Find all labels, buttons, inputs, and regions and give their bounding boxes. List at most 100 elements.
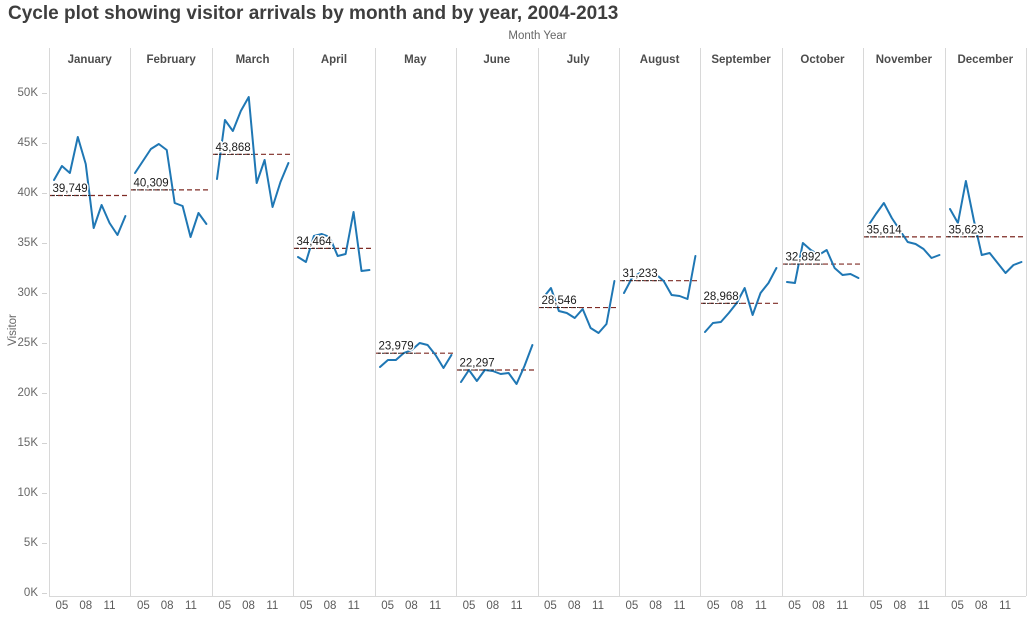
panel-divider [781,48,783,596]
panel-divider [618,48,620,596]
x-tick-label: 08 [649,600,663,612]
average-label[interactable]: 23,979 [377,339,415,354]
y-tick-mark [42,243,47,244]
visitor-line-december[interactable] [948,180,1022,274]
month-header-december[interactable]: December [957,54,1014,66]
y-tick-label: 40K [17,187,38,199]
x-tick-label: 08 [160,600,174,612]
x-tick-label: 05 [136,600,150,612]
month-header-april[interactable]: April [320,54,348,66]
x-tick-label: 05 [544,600,557,612]
month-year-axis-label: Month Year [508,30,567,42]
average-label[interactable]: 34,464 [295,234,334,249]
y-tick-label: 5K [23,537,38,549]
y-tick-label: 45K [17,137,38,149]
month-header-july[interactable]: July [566,54,590,66]
y-tick-mark [42,343,47,344]
panel-march: 43,868 [212,96,293,208]
month-header-november[interactable]: November [875,54,932,66]
panel-divider [537,48,539,596]
y-tick-mark [42,443,47,444]
y-axis-title: Visitor [7,314,19,346]
month-header-september[interactable]: September [711,54,771,66]
visitor-line-august[interactable] [622,255,697,300]
month-header-february[interactable]: February [146,54,196,66]
panel-february: 40,309 [131,143,211,238]
x-tick-label: 05 [869,600,883,612]
x-tick-label: 08 [486,600,500,612]
y-tick-label: 35K [17,237,38,249]
month-header-january[interactable]: January [67,54,112,66]
average-label[interactable]: 43,868 [214,140,252,155]
x-tick-label: 08 [323,600,337,612]
visitor-line-march[interactable] [215,96,290,208]
x-tick-label: 11 [836,600,849,612]
y-tick-mark [42,593,47,594]
panel-august: 31,233 [619,255,700,300]
y-tick-mark [42,193,47,194]
panel-june: 22,297 [457,344,537,385]
panel-divider [456,48,458,596]
x-tick-label: 05 [462,600,476,612]
visitor-line-may[interactable] [378,342,453,369]
panel-divider [211,48,213,596]
month-header-march[interactable]: March [235,54,270,66]
y-tick-label: 0K [23,587,38,599]
average-label[interactable]: 22,297 [458,356,496,371]
x-tick-label: 05 [625,600,639,612]
y-tick-label: 50K [17,87,38,99]
panel-may: 23,979 [375,339,456,369]
panel-divider [293,48,295,596]
visitor-line-october[interactable] [785,242,860,284]
y-tick-label: 30K [17,287,38,299]
x-tick-label: 05 [951,600,964,612]
panel-divider [130,48,132,596]
average-label[interactable]: 31,233 [621,267,659,282]
y-tick-label: 10K [17,487,38,499]
y-tick-mark [42,393,47,394]
visitor-line-april[interactable] [297,211,371,272]
x-tick-label: 08 [974,600,988,612]
month-header-june[interactable]: June [483,54,511,66]
visitor-line-september[interactable] [704,267,778,333]
y-tick-label: 20K [17,387,38,399]
y-tick-mark [42,293,47,294]
x-tick-label: 11 [103,600,116,612]
panel-december: 35,623 [945,180,1025,274]
y-tick-label: 25K [17,337,38,349]
x-tick-label: 11 [510,600,523,612]
x-tick-label: 11 [347,600,360,612]
month-header-august[interactable]: August [639,54,680,66]
x-tick-label: 08 [730,600,744,612]
panel-divider [863,48,865,596]
panel-april: 34,464 [294,211,374,272]
y-tick-mark [42,543,47,544]
x-tick-label: 08 [242,600,255,612]
month-header-may[interactable]: May [404,54,427,66]
visitor-line-february[interactable] [134,143,208,238]
panel-november: 35,614 [864,202,944,259]
x-tick-label: 08 [79,600,93,612]
visitor-line-june[interactable] [460,344,534,385]
average-label[interactable]: 32,892 [784,250,822,265]
average-label[interactable]: 35,614 [865,223,904,238]
x-tick-label: 11 [754,600,767,612]
average-label[interactable]: 28,546 [540,294,578,309]
average-label[interactable]: 40,309 [132,176,170,191]
average-label[interactable]: 28,968 [702,289,740,304]
average-label[interactable]: 39,749 [51,182,89,197]
visitor-line-november[interactable] [867,202,941,259]
x-tick-label: 11 [184,600,197,612]
average-label[interactable]: 35,623 [947,223,985,238]
panel-divider [944,48,946,596]
x-tick-label: 11 [429,600,442,612]
x-tick-label: 05 [299,600,313,612]
panel-divider [700,48,702,596]
x-tick-label: 05 [218,600,232,612]
visitor-line-july[interactable] [541,280,615,334]
x-tick-label: 05 [55,600,69,612]
month-header-october[interactable]: October [800,54,845,66]
panel-september: 28,968 [701,267,781,333]
y-tick-label: 15K [17,437,38,449]
